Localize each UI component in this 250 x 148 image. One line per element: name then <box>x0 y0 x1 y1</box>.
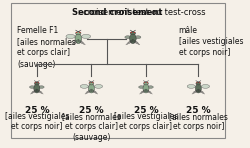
Ellipse shape <box>38 82 39 83</box>
Text: 25 %: 25 % <box>186 106 211 115</box>
Ellipse shape <box>76 32 81 35</box>
Ellipse shape <box>196 82 201 85</box>
Ellipse shape <box>34 84 40 93</box>
FancyBboxPatch shape <box>11 3 224 138</box>
Text: mâle
[ailes vestigiales
et corps noir]: mâle [ailes vestigiales et corps noir] <box>179 26 243 57</box>
Ellipse shape <box>66 34 75 38</box>
Text: Second croisement: Second croisement <box>72 8 163 17</box>
Ellipse shape <box>92 82 94 83</box>
Ellipse shape <box>144 82 148 85</box>
Ellipse shape <box>76 32 78 33</box>
Ellipse shape <box>148 86 153 88</box>
Ellipse shape <box>79 32 81 33</box>
Text: [ailes vestigiales
et corps noir]: [ailes vestigiales et corps noir] <box>4 112 69 131</box>
Ellipse shape <box>80 85 88 88</box>
Text: 25 %: 25 % <box>134 106 158 115</box>
Ellipse shape <box>94 85 102 88</box>
Ellipse shape <box>88 84 94 93</box>
Ellipse shape <box>125 36 131 39</box>
Text: [ailes vestigiales
et corps clair]: [ailes vestigiales et corps clair] <box>114 112 178 131</box>
Ellipse shape <box>130 34 136 44</box>
Ellipse shape <box>35 82 36 83</box>
Ellipse shape <box>135 36 141 39</box>
Text: Femelle F1
[ailes normales
et corps clair]
(sauvage): Femelle F1 [ailes normales et corps clai… <box>17 26 76 69</box>
Ellipse shape <box>130 32 132 33</box>
Ellipse shape <box>30 86 35 88</box>
Ellipse shape <box>34 82 39 85</box>
Ellipse shape <box>199 82 200 83</box>
Text: 25 %: 25 % <box>79 106 104 115</box>
Ellipse shape <box>82 34 90 38</box>
Ellipse shape <box>139 86 144 88</box>
Ellipse shape <box>39 86 44 88</box>
Ellipse shape <box>201 85 209 88</box>
Text: [ailes normales
et corps noir]: [ailes normales et corps noir] <box>169 112 228 131</box>
Ellipse shape <box>89 82 91 83</box>
Ellipse shape <box>89 82 94 85</box>
Ellipse shape <box>75 34 82 44</box>
Ellipse shape <box>143 84 149 93</box>
Text: : croisement test ou test-cross: : croisement test ou test-cross <box>75 8 206 17</box>
Ellipse shape <box>195 84 201 93</box>
Text: [ailes normales
et corps clair]
(sauvage): [ailes normales et corps clair] (sauvage… <box>62 112 121 142</box>
Text: 25 %: 25 % <box>24 106 49 115</box>
Ellipse shape <box>130 32 136 35</box>
Ellipse shape <box>196 82 198 83</box>
Ellipse shape <box>147 82 148 83</box>
Ellipse shape <box>187 85 195 88</box>
Ellipse shape <box>134 32 135 33</box>
Ellipse shape <box>144 82 145 83</box>
